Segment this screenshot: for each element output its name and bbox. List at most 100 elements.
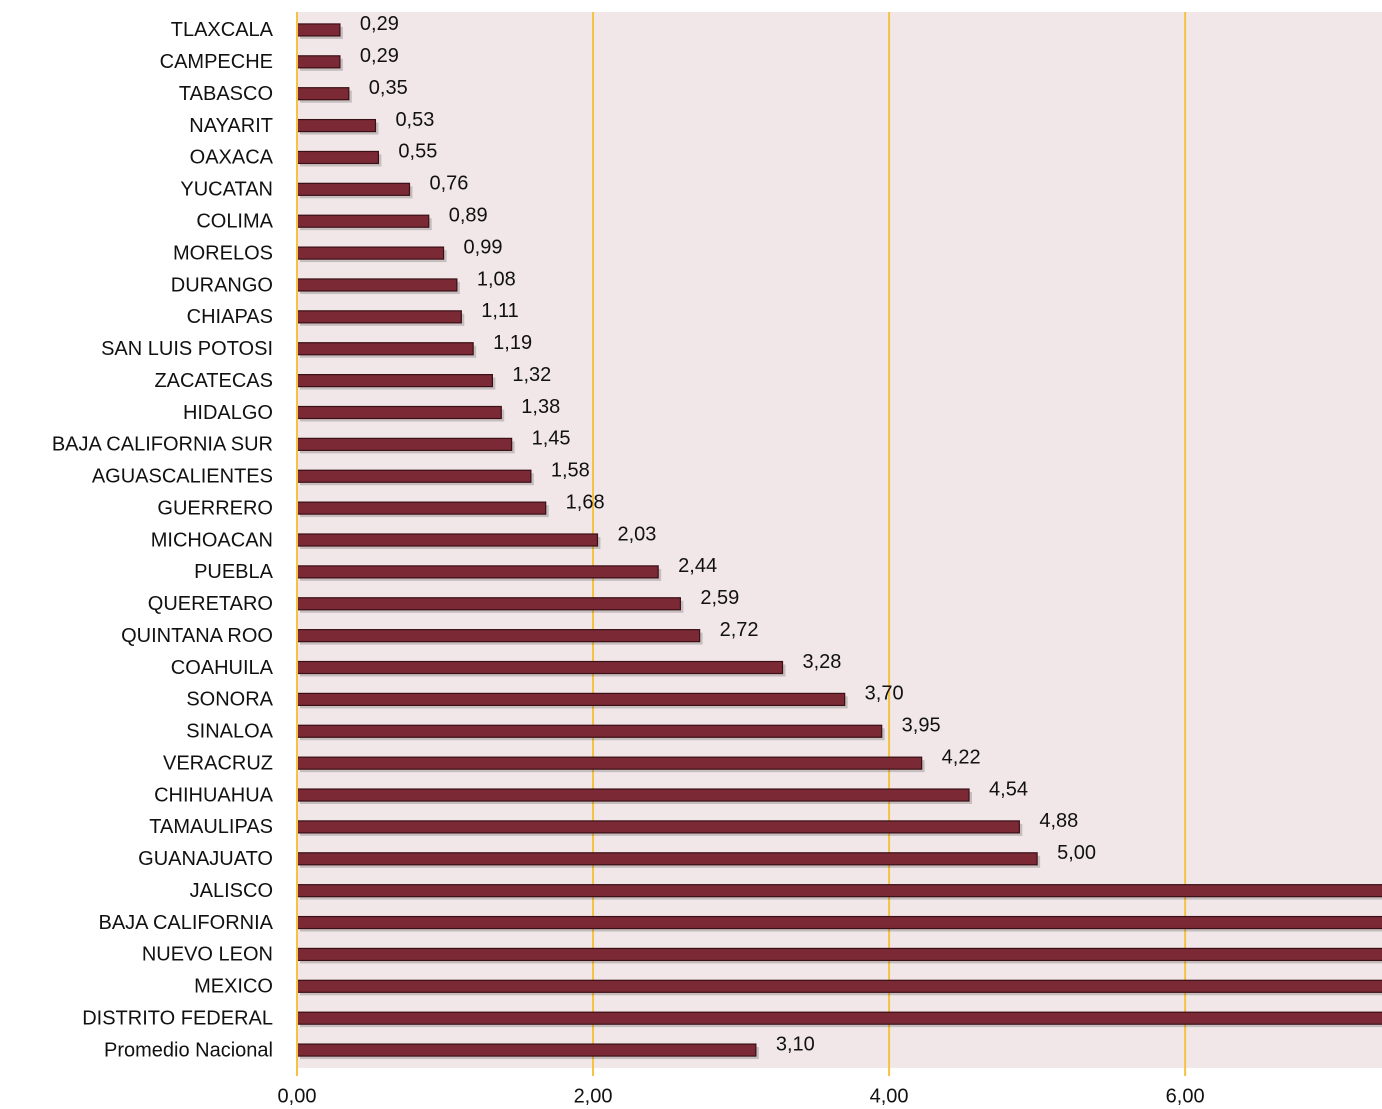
y-tick-label: JALISCO (190, 880, 273, 902)
value-label: 1,58 (551, 460, 590, 482)
bar (297, 533, 599, 547)
y-tick-label: TLAXCALA (171, 19, 274, 41)
bar (297, 374, 493, 388)
bar (297, 150, 380, 165)
bar (297, 405, 502, 420)
value-label: 3,70 (865, 683, 904, 705)
bar (297, 501, 547, 515)
y-tick-label: TABASCO (179, 83, 273, 105)
y-tick-label: NUEVO LEON (142, 944, 273, 966)
y-tick-label: MORELOS (173, 242, 273, 264)
bar (297, 692, 846, 706)
y-tick-label: CAMPECHE (160, 51, 273, 73)
value-label: 1,08 (477, 268, 516, 290)
value-label: 1,11 (481, 300, 518, 322)
value-label: 0,89 (449, 204, 488, 226)
value-label: 4,22 (942, 746, 981, 768)
y-tick-label: GUERRERO (157, 497, 273, 519)
value-label: 0,99 (464, 236, 503, 258)
value-label: 1,19 (493, 332, 532, 354)
value-label: 3,28 (803, 651, 842, 673)
y-tick-label: YUCATAN (180, 179, 273, 201)
y-tick-label: Promedio Nacional (104, 1039, 273, 1061)
bar (297, 660, 784, 675)
y-tick-label: PUEBLA (194, 561, 274, 583)
value-label: 0,55 (398, 141, 437, 163)
y-tick-label: VERACRUZ (163, 752, 273, 774)
bar (297, 597, 681, 611)
bar (297, 884, 1382, 898)
value-label: 1,38 (521, 396, 560, 418)
y-tick-label: SAN LUIS POTOSI (101, 338, 273, 360)
bar (297, 278, 458, 292)
value-label: 5,00 (1057, 842, 1096, 864)
value-label: 0,76 (429, 173, 468, 195)
y-tick-label: GUANAJUATO (138, 848, 273, 870)
y-tick-label: MICHOACAN (151, 529, 273, 551)
bar (297, 214, 430, 228)
bar (297, 55, 341, 69)
bar (297, 756, 923, 770)
y-tick-label: COLIMA (196, 210, 273, 232)
y-tick-label: COAHUILA (171, 657, 274, 679)
value-label: 0,29 (360, 45, 399, 67)
bar (297, 246, 445, 260)
y-tick-label: NAYARIT (189, 115, 273, 137)
bar (297, 1011, 1382, 1025)
value-label: 3,95 (902, 715, 941, 737)
bar (297, 724, 883, 738)
y-tick-label: DURANGO (171, 274, 273, 296)
y-tick-label: HIDALGO (183, 402, 273, 424)
value-label: 2,44 (678, 555, 717, 577)
y-tick-label: TAMAULIPAS (149, 816, 273, 838)
y-tick-label: ZACATECAS (154, 370, 273, 392)
value-label: 1,45 (532, 428, 571, 450)
bar (297, 1043, 757, 1057)
bar (297, 979, 1382, 993)
value-label: 2,59 (700, 587, 739, 609)
y-tick-label: SONORA (186, 689, 273, 711)
y-tick-label: BAJA CALIFORNIA (99, 912, 274, 934)
bar (297, 310, 462, 324)
value-label: 4,54 (989, 778, 1028, 800)
value-label: 1,32 (512, 364, 551, 386)
value-label: 0,29 (360, 13, 399, 35)
bar (297, 788, 970, 802)
bar (297, 469, 532, 483)
bar (297, 629, 701, 643)
y-tick-label: CHIAPAS (187, 306, 273, 328)
x-tick-label: 4,00 (870, 1085, 909, 1107)
value-label: 1,68 (566, 491, 605, 513)
bar (297, 118, 377, 133)
y-tick-label: QUINTANA ROO (121, 625, 273, 647)
bar (297, 23, 341, 37)
y-tick-label: CHIHUAHUA (154, 784, 274, 806)
y-tick-label: QUERETARO (148, 593, 273, 615)
bar (297, 820, 1020, 834)
bar (297, 565, 659, 579)
value-label: 2,72 (720, 619, 759, 641)
bar (297, 947, 1382, 962)
y-tick-label: BAJA CALIFORNIA SUR (52, 434, 273, 456)
y-tick-label: AGUASCALIENTES (92, 466, 273, 488)
y-tick-label: OAXACA (190, 147, 274, 169)
bar (297, 915, 1382, 930)
x-tick-label: 6,00 (1166, 1085, 1205, 1107)
value-label: 0,53 (395, 109, 434, 131)
bar (297, 852, 1038, 866)
x-tick-label: 2,00 (574, 1085, 613, 1107)
y-tick-label: MEXICO (194, 976, 273, 998)
y-tick-label: DISTRITO FEDERAL (82, 1007, 273, 1029)
value-label: 2,03 (617, 523, 656, 545)
bar (297, 437, 513, 451)
bar (297, 182, 411, 196)
bars (297, 23, 1382, 1060)
y-tick-label: SINALOA (186, 721, 273, 743)
bar (297, 87, 350, 101)
value-label: 4,88 (1039, 810, 1078, 832)
bar (297, 342, 474, 356)
x-tick-label: 0,00 (278, 1085, 317, 1107)
value-label: 3,10 (776, 1033, 815, 1055)
value-label: 0,35 (369, 77, 408, 99)
